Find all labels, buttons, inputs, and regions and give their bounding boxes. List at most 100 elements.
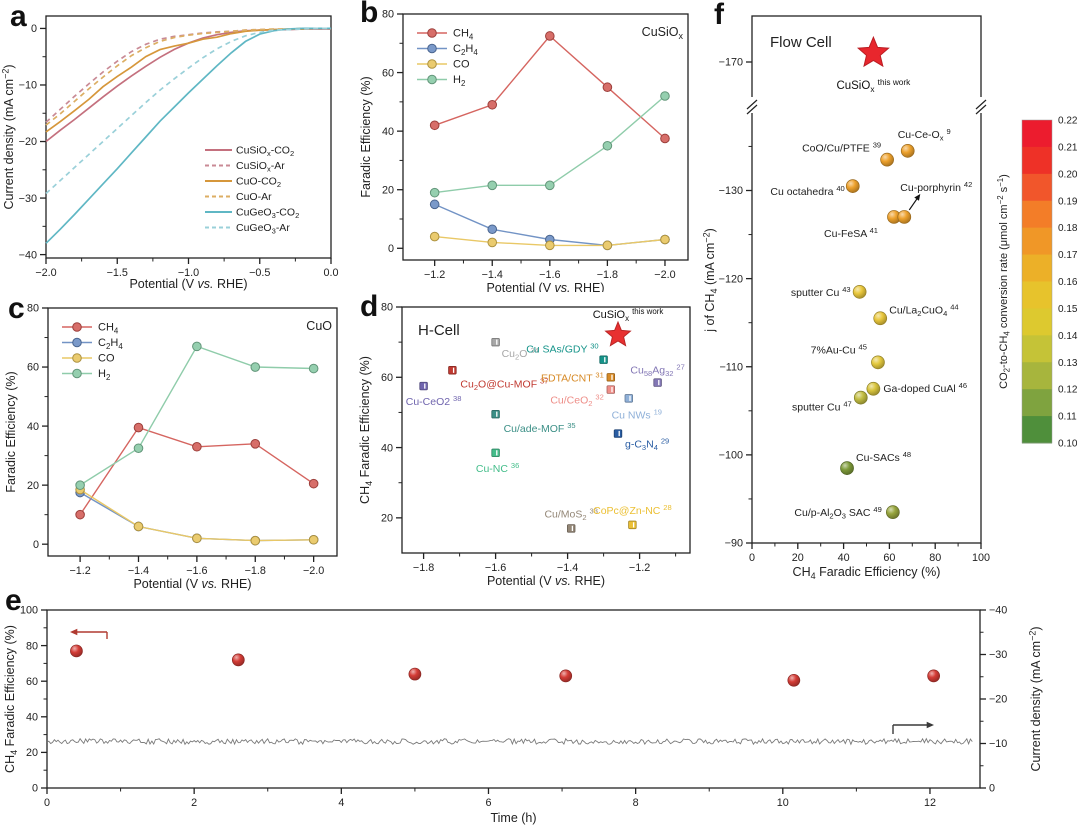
catalyst-label: CoO/Cu/PTFE 39 bbox=[802, 141, 881, 155]
fe-data-point bbox=[408, 667, 422, 681]
catalyst-point bbox=[448, 366, 457, 375]
y-axis-title: CH4 Faradic Efficiency (%) bbox=[358, 356, 374, 504]
data-point bbox=[602, 240, 613, 251]
plot-frame bbox=[47, 307, 338, 557]
x-tick-label: −1.6 bbox=[539, 269, 560, 281]
data-point bbox=[133, 422, 144, 433]
legend-label: CuSiOx-Ar bbox=[236, 160, 285, 174]
colorbar-tick-label: 0.12 bbox=[1058, 385, 1078, 396]
y-tick-label: −20 bbox=[19, 136, 37, 148]
arrowhead-icon bbox=[70, 628, 78, 636]
y-tick-label: −120 bbox=[719, 273, 743, 285]
y-right-tick-label: −40 bbox=[989, 605, 1007, 617]
y-tick-label: 60 bbox=[26, 676, 38, 688]
catalyst-label: Cu-SACs 48 bbox=[856, 450, 911, 464]
y-tick-label: 40 bbox=[27, 421, 39, 433]
legend-label: CuSiOx-CO2 bbox=[236, 145, 294, 159]
x-tick-label: −1.2 bbox=[424, 269, 445, 281]
x-tick-label: −2.0 bbox=[303, 565, 324, 577]
y-right-tick-label: −10 bbox=[989, 738, 1007, 750]
x-tick-label: 2 bbox=[191, 797, 197, 809]
cell-type-label: Flow Cell bbox=[770, 34, 832, 51]
x-tick-label: 60 bbox=[883, 552, 895, 564]
y-tick-label: 60 bbox=[381, 372, 393, 384]
colorbar-tick-label: 0.13 bbox=[1058, 358, 1078, 369]
catalyst-label: sputter Cu 47 bbox=[792, 400, 852, 414]
colorbar-segment bbox=[1022, 227, 1052, 256]
fe-series-0 bbox=[429, 31, 670, 144]
legend-label: C2H4 bbox=[98, 337, 123, 351]
catalyst-point bbox=[897, 210, 912, 224]
x-tick-label: −1.8 bbox=[413, 562, 434, 574]
colorbar-title: CO2-to-CH4 conversion rate (μmol cm−2 s−… bbox=[996, 174, 1012, 389]
x-tick-label: 4 bbox=[338, 797, 344, 809]
y-axis-title: Faradic Efficiency (%) bbox=[4, 371, 18, 492]
catalyst-label: Cu58Ag32 27 bbox=[630, 363, 684, 379]
legend-label: CH4 bbox=[98, 322, 119, 336]
arrowhead-icon bbox=[914, 193, 921, 201]
x-axis-title: Potential (V vs. RHE) bbox=[129, 277, 247, 291]
x-tick-label: −1.5 bbox=[107, 267, 128, 279]
y-tick-label: 100 bbox=[20, 605, 38, 617]
y-right-tick-label: −20 bbox=[989, 694, 1007, 706]
plot-frame bbox=[402, 13, 689, 261]
x-tick-label: −1.6 bbox=[485, 562, 506, 574]
fe-data-point bbox=[927, 669, 940, 683]
x-tick-label: −1.4 bbox=[482, 269, 503, 281]
x-tick-label: 10 bbox=[777, 797, 789, 809]
legend-label: CuGeO3-CO2 bbox=[236, 207, 299, 221]
x-tick-label: −2.0 bbox=[35, 267, 56, 279]
fe-series-0 bbox=[75, 422, 319, 520]
x-tick-label: 40 bbox=[838, 552, 850, 564]
y-tick-label: 20 bbox=[26, 747, 38, 759]
y-tick-label: −130 bbox=[719, 185, 743, 197]
colorbar-tick-label: 0.19 bbox=[1058, 196, 1078, 207]
colorbar-tick-label: 0.18 bbox=[1058, 223, 1078, 234]
y-tick-label: 80 bbox=[27, 303, 39, 315]
data-point bbox=[487, 237, 498, 248]
data-point bbox=[545, 180, 555, 191]
data-point bbox=[308, 534, 319, 545]
catalyst-point bbox=[873, 311, 888, 326]
x-tick-label: −1.4 bbox=[557, 562, 578, 574]
x-axis-title: Potential (V vs. RHE) bbox=[487, 574, 605, 588]
data-point bbox=[602, 82, 613, 93]
y-tick-label: 80 bbox=[381, 302, 393, 314]
y-tick-label: −40 bbox=[19, 249, 37, 261]
fe-data-point bbox=[559, 669, 573, 683]
catalyst-label: Cu/p-Al2O3 SAC 49 bbox=[794, 505, 881, 521]
catalyst-point bbox=[491, 448, 500, 458]
catalyst-label: Cu-Ce-Ox 9 bbox=[898, 127, 951, 143]
y-tick-label: −170 bbox=[719, 57, 743, 69]
colorbar-tick-label: 0.10 bbox=[1058, 439, 1078, 450]
catalyst-point bbox=[853, 390, 868, 405]
legend-label: C2H4 bbox=[453, 43, 478, 57]
catalyst-point bbox=[840, 461, 854, 475]
panel-letter-c: c bbox=[8, 292, 25, 325]
colorbar-tick-label: 0.22 bbox=[1058, 116, 1078, 127]
y-tick-label: 40 bbox=[382, 126, 394, 138]
catalyst-point bbox=[606, 373, 615, 382]
lsv-series-4 bbox=[45, 27, 331, 244]
legend-label: CH4 bbox=[453, 28, 474, 42]
current-density-trace bbox=[46, 737, 973, 746]
catalyst-point bbox=[491, 409, 500, 419]
data-point bbox=[250, 535, 261, 546]
colorbar-segment bbox=[1022, 281, 1052, 309]
x-axis-title: Potential (V vs. RHE) bbox=[133, 577, 251, 591]
colorbar-segment bbox=[1022, 173, 1052, 202]
panel-c-fe-chart: −1.2 −1.4 −1.6 −1.8 −2.0 Potential (V vs. RHE… bbox=[4, 303, 338, 591]
catalyst-point bbox=[491, 337, 500, 347]
catalyst-point bbox=[845, 179, 860, 193]
catalyst-label: sputter Cu 43 bbox=[791, 285, 851, 299]
colorbar-tick-label: 0.20 bbox=[1058, 169, 1078, 180]
y-tick-label: 40 bbox=[381, 442, 393, 454]
x-tick-label: −0.5 bbox=[249, 267, 270, 279]
data-point bbox=[192, 533, 202, 544]
lsv-series-5 bbox=[45, 27, 331, 195]
x-tick-label: −1.0 bbox=[178, 267, 199, 279]
cell-type-label: H-Cell bbox=[418, 322, 460, 339]
catalyst-label: Cu/CeO2 32 bbox=[550, 393, 603, 409]
fe-data-point bbox=[787, 673, 801, 687]
panel-b-fe-chart: −1.2 −1.4 −1.6 −1.8 −2.0 Potential (V vs. RHE… bbox=[359, 9, 689, 292]
